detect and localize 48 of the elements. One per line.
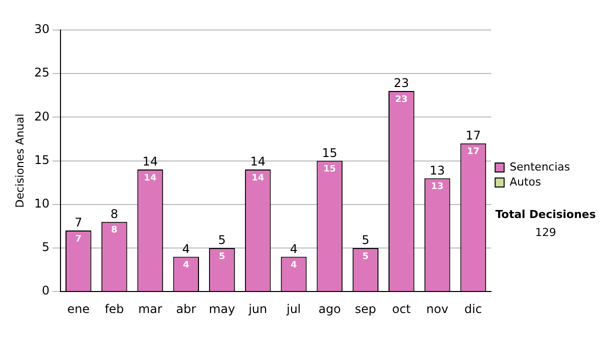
total-label: 17 <box>466 128 481 142</box>
data-label: 14 <box>144 173 156 184</box>
x-tick-label: may <box>208 302 236 316</box>
x-tick-label: ene <box>67 302 90 316</box>
total-label: 23 <box>394 76 410 90</box>
total-label: 8 <box>110 206 118 221</box>
y-tick-label: 25 <box>34 66 50 80</box>
total-label: 14 <box>250 154 266 169</box>
text: 129 <box>535 226 556 239</box>
x-tick-label: oct <box>392 302 412 316</box>
x-tick-label: nov <box>426 302 448 316</box>
data-label: 13 <box>431 182 444 192</box>
data-label: 4 <box>290 260 297 271</box>
x-tick-label: abr <box>176 302 196 316</box>
data-label: 7 <box>75 234 82 244</box>
data-label: 23 <box>395 94 408 105</box>
x-tick-label: dic <box>464 302 482 316</box>
total-label: 4 <box>182 242 190 256</box>
total-label: 4 <box>290 242 298 256</box>
total-label: 5 <box>218 233 226 248</box>
legend-label: Sentencias <box>510 160 570 174</box>
y-tick-label: 30 <box>34 22 50 36</box>
y-axis-title: Decisiones Anual <box>13 114 26 208</box>
total-label: 5 <box>362 233 370 248</box>
total-label: 15 <box>322 146 338 160</box>
x-tick-label: jul <box>286 302 301 316</box>
data-label: 17 <box>466 147 480 158</box>
text: Total Decisiones <box>495 208 596 221</box>
data-label: 15 <box>323 164 336 175</box>
y-tick-label: 0 <box>42 284 50 298</box>
y-tick-label: 15 <box>34 152 50 167</box>
data-label: 5 <box>362 252 369 262</box>
data-label: 14 <box>252 173 264 184</box>
data-label: 4 <box>182 260 190 271</box>
data-label: 8 <box>111 226 118 236</box>
x-tick-label: sep <box>354 302 376 316</box>
x-tick-label: mar <box>138 302 162 316</box>
total-label: 14 <box>142 154 158 169</box>
y-tick-label: 20 <box>34 109 50 124</box>
total-label: 13 <box>430 163 445 178</box>
x-tick-label: ago <box>318 302 341 316</box>
legend-label: Autos <box>510 175 542 188</box>
x-tick-label: jun <box>248 302 268 316</box>
y-tick-label: 5 <box>42 240 50 254</box>
data-label: 5 <box>218 252 226 262</box>
y-tick-label: 10 <box>34 196 50 211</box>
x-tick-label: feb <box>104 302 124 316</box>
total-label: 7 <box>74 216 82 230</box>
